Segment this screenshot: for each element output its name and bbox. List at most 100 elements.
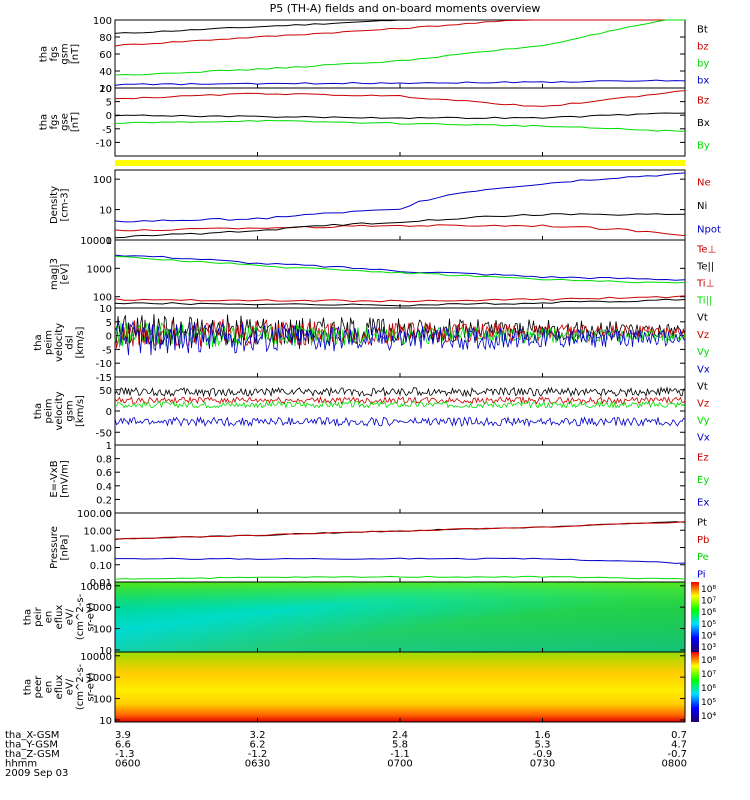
y-tick-label: 50: [99, 386, 112, 397]
y-tick-label: 100.00: [77, 509, 112, 520]
y-tick-label: -10: [96, 359, 112, 370]
y-axis-label: [km/s]: [75, 395, 86, 427]
y-axis-label: sr-eV): [86, 602, 97, 631]
legend-entry: By: [697, 141, 710, 152]
y-tick-label: 0.10: [90, 561, 112, 572]
y-tick-label: 100: [93, 16, 112, 27]
y-axis-label: fgs: [49, 46, 60, 61]
y-tick-label: 100: [93, 625, 112, 636]
legend-entry: Pe: [697, 552, 709, 563]
legend-entry: Pb: [697, 535, 709, 546]
y-axis-label: [nT]: [70, 44, 81, 64]
panel-frame: [114, 376, 686, 446]
legend-entry: Ti⊥: [696, 279, 714, 290]
y-axis-label: tha: [23, 609, 34, 625]
y-tick-label: 1.00: [90, 544, 112, 555]
orbit-value: 6.6: [115, 740, 131, 751]
y-axis-label: [mV/m]: [59, 460, 70, 498]
y-tick-label: 100: [93, 175, 112, 186]
series-line-fgs_gse-By: [114, 119, 686, 132]
y-tick-label: 10: [99, 716, 112, 727]
colorbar-label: 10⁶: [701, 684, 716, 694]
series-line-pressure-Pi: [115, 557, 686, 564]
flag-bar: [115, 160, 685, 166]
legend-entry: Pt: [697, 518, 707, 529]
legend-entry: Ez: [697, 452, 709, 463]
y-tick-label: 5: [106, 98, 112, 109]
legend-entry: Ne: [697, 178, 711, 189]
chart-title: P5 (TH-A) fields and on-board moments ov…: [270, 2, 541, 15]
y-tick-label: 60: [99, 50, 112, 61]
legend-entry: Pi: [697, 569, 706, 580]
y-axis-label: eV/: [65, 678, 76, 695]
legend-entry: Bz: [697, 95, 709, 106]
orbit-value: 0700: [387, 759, 412, 770]
orbit-value: -0.7: [667, 749, 687, 760]
colorbar-label: 10⁵: [701, 620, 716, 630]
y-tick-label: 10: [99, 304, 112, 315]
y-tick-label: 1000: [87, 603, 112, 614]
y-tick-label: 1000: [87, 673, 112, 684]
y-axis-label: tha: [38, 46, 49, 62]
orbit-value: 1.6: [535, 730, 551, 741]
orbit-value: 0630: [245, 759, 270, 770]
noise-trace-vel_gsm-green: [115, 400, 686, 410]
legend-entry: Npot: [697, 224, 721, 235]
noise-trace-vel_dsl-green: [114, 322, 686, 348]
peir-spectrogram-overlay: [115, 582, 685, 652]
y-tick-label: 40: [99, 67, 112, 78]
legend-entry: Vx: [697, 364, 710, 375]
panel-peer: 10 100 1000 10000 tha peer en eflux eV/(cm^2-s-s…: [23, 651, 716, 727]
panel-pressure: 0.01 0.10 1.00 10.00 100.00 Pressure [nPa] Pt Pb…: [49, 509, 710, 589]
y-tick-label: 1: [106, 236, 112, 247]
orbit-value: 5.3: [535, 740, 551, 751]
series-line-density-Ne: [114, 224, 686, 237]
y-axis-label: sr-eV): [86, 672, 97, 701]
legend-entry: Vx: [697, 433, 710, 444]
legend-entry: Vt: [697, 313, 708, 324]
series-line-fgs_gse-Bx: [114, 112, 686, 120]
legend-entry: by: [697, 59, 709, 70]
panel-frame: [114, 239, 686, 309]
colorbar-label: 10³: [701, 643, 716, 653]
y-tick-label: 100: [93, 293, 112, 304]
y-axis-label: en: [44, 681, 55, 694]
y-tick-label: 10: [99, 84, 112, 95]
y-tick-label: -15: [96, 373, 112, 384]
legend-entry: Vt: [697, 382, 708, 393]
series-line-temp-Te⊥: [114, 295, 686, 303]
series-line-temp-Te||: [114, 298, 686, 307]
legend-entry: Vz: [697, 330, 709, 341]
series-line-pressure-Pb: [114, 521, 686, 540]
panel-vel_dsl: -15 -10 -5 0 5 10 tha peim velocity dsl [km/s] Vt Vz…: [33, 304, 710, 384]
orbit-value: 5.8: [392, 740, 408, 751]
legend-entry: Bt: [697, 25, 708, 36]
orbit-value: 3.9: [115, 730, 131, 741]
y-tick-label: 10000: [80, 652, 112, 663]
orbit-value: -1.3: [115, 749, 135, 760]
y-tick-label: 20: [99, 84, 112, 95]
y-tick-label: 1: [106, 441, 112, 452]
colorbar-label: 10⁶: [701, 608, 716, 618]
series-line-density-Ni: [114, 213, 686, 239]
y-tick-label: 0.6: [96, 468, 112, 479]
y-axis-label: fgs: [49, 114, 60, 129]
y-tick-label: 100: [93, 695, 112, 706]
y-axis-label: E=-VxB: [49, 460, 60, 497]
y-tick-label: 0: [106, 509, 112, 520]
y-axis-label: peer: [33, 675, 44, 699]
legend-entry: Vy: [697, 416, 710, 427]
y-tick-label: 0.4: [96, 482, 112, 493]
y-axis-label: eflux: [54, 605, 65, 630]
y-axis-label: tha: [38, 114, 49, 130]
orbit-value: 4.7: [671, 740, 687, 751]
noise-trace-vel_gsm-black: [114, 386, 685, 398]
colorbar-label: 10⁴: [701, 712, 716, 722]
date-label: 2009 Sep 03: [5, 768, 68, 779]
panel-temp: 100 1000 10000 mag|3 [eV] Te⊥ Te|| Ti⊥ Ti||: [49, 236, 716, 309]
legend-entry: Vz: [697, 399, 709, 410]
y-axis-label: [eV]: [59, 264, 70, 285]
legend-entry: Ti||: [696, 296, 712, 307]
legend-entry: bx: [697, 76, 709, 87]
panel-frame: [114, 444, 686, 514]
